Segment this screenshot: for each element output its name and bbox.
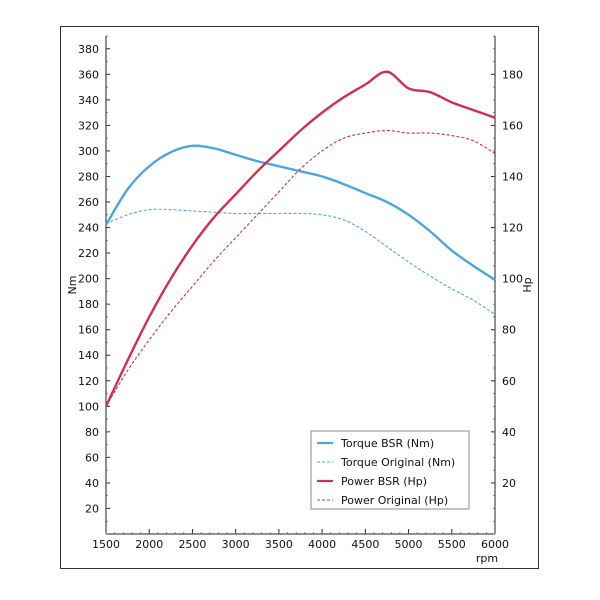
y-right-tick-label: 40: [502, 426, 516, 439]
y-left-tick-label: 260: [78, 196, 99, 209]
y-right-tick-label: 120: [502, 222, 523, 235]
y-right-tick-label: 60: [502, 375, 516, 388]
x-tick-label: 5000: [395, 538, 423, 551]
y-left-tick-label: 360: [78, 68, 99, 81]
y-left-tick-label: 40: [85, 477, 99, 490]
y-left-tick-label: 300: [78, 145, 99, 158]
y-left-tick-label: 120: [78, 375, 99, 388]
x-axis-title: rpm: [476, 552, 498, 565]
y-right-tick-label: 100: [502, 273, 523, 286]
legend-entry: Power BSR (Hp): [341, 475, 427, 488]
y-left-tick-label: 340: [78, 94, 99, 107]
x-tick-label: 6000: [481, 538, 509, 551]
x-tick-label: 2000: [135, 538, 163, 551]
x-tick-label: 3500: [265, 538, 293, 551]
series-line-torque-bsr-nm: [104, 144, 496, 281]
y-left-tick-label: 60: [85, 451, 99, 464]
y-left-tick-label: 100: [78, 400, 99, 413]
legend-entry: Torque BSR (Nm): [340, 437, 434, 450]
x-tick-label: 3000: [222, 538, 250, 551]
y-right-tick-label: 200: [502, 27, 523, 30]
x-tick-label: 2500: [178, 538, 206, 551]
y-left-axis-title: Nm: [66, 276, 79, 295]
series-line-power-original-hp: [105, 129, 496, 407]
y-left-tick-label: 140: [78, 349, 99, 362]
y-right-axis-title: Hp: [521, 277, 534, 292]
y-left-tick-label: 240: [78, 222, 99, 235]
y-left-tick-label: 280: [78, 170, 99, 183]
chart-frame: 1500 2000 2500 3000 3500 4000 4500 5000 5500 6000…: [60, 26, 539, 569]
y-left-tick-label: 220: [78, 247, 99, 260]
y-right-tick-label: 20: [502, 477, 516, 490]
y-left-tick-label: 80: [85, 426, 99, 439]
axes-layer: 1500 2000 2500 3000 3500 4000 4500 5000 5500 6000…: [66, 27, 534, 565]
y-left-tick-label: 320: [78, 119, 99, 132]
y-left-tick-label: 200: [78, 273, 99, 286]
series-line-power-bsr-hp: [104, 70, 496, 407]
x-tick-label: 4000: [308, 538, 336, 551]
y-right-tick-label: 160: [502, 119, 523, 132]
legend-entry: Torque Original (Nm): [340, 456, 455, 469]
x-tick-label: 5500: [438, 538, 466, 551]
y-left-tick-label: 380: [78, 43, 99, 56]
dyno-chart: 1500 2000 2500 3000 3500 4000 4500 5000 5500 6000…: [66, 27, 534, 565]
y-left-tick-label: 20: [85, 502, 99, 515]
y-left-tick-label: 160: [78, 324, 99, 337]
series-layer: [104, 70, 496, 407]
legend-box: [310, 430, 470, 510]
y-right-tick-label: 180: [502, 68, 523, 81]
y-right-tick-label: 140: [502, 170, 523, 183]
series-line-torque-original-nm: [105, 208, 496, 315]
y-right-tick-label: 80: [502, 324, 516, 337]
x-tick-label: 1500: [92, 538, 120, 551]
legend: Torque BSR (Nm) Torque Original (Nm) Power…: [310, 430, 470, 510]
legend-entry: Power Original (Hp): [341, 494, 448, 507]
y-left-tick-label: 180: [78, 298, 99, 311]
x-tick-label: 4500: [351, 538, 379, 551]
